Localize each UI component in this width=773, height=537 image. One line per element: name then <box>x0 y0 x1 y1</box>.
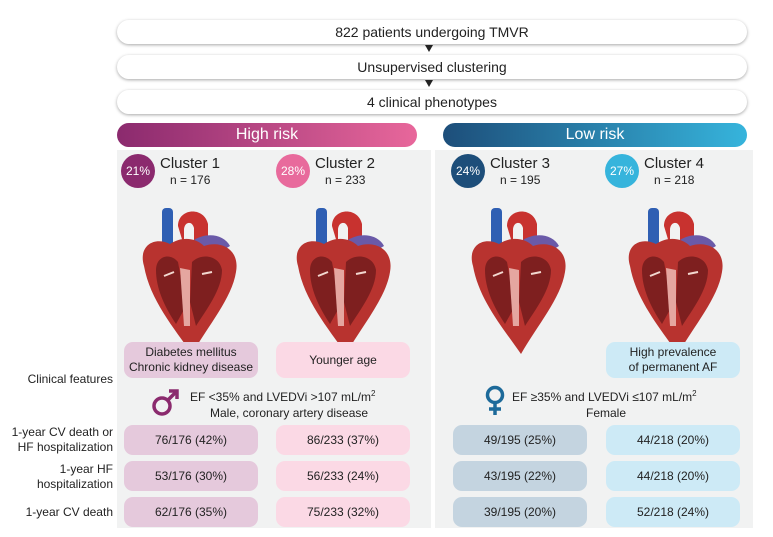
cluster-2-name: Cluster 2 <box>315 155 376 172</box>
cluster-3-name: Cluster 3 <box>490 155 551 172</box>
heart-illustration-cluster-3 <box>471 208 566 354</box>
low-risk-sup: 2 <box>692 389 697 398</box>
outcome-label-1-line2: HF hospitalization <box>17 440 113 454</box>
high-risk-sex-feature: Male, coronary artery disease <box>210 406 369 420</box>
cluster-3-percent-badge: 24% <box>451 154 485 188</box>
outcome-cell-r1-c4: 44/218 (20%) <box>606 425 740 455</box>
cluster-2-percent-badge: 28% <box>276 154 310 188</box>
cluster-1-feature-2: Chronic kidney disease <box>128 360 254 374</box>
outcome-cell-r3-c3: 39/195 (20%) <box>453 497 587 527</box>
cluster-4-name: Cluster 4 <box>644 155 705 172</box>
low-risk-bar: Low risk <box>443 123 747 147</box>
low-risk-features-text: EF ≥35% and LVEDVi ≤107 mL/m2 Female <box>512 386 697 421</box>
cluster-4-n: n = 218 <box>654 173 695 187</box>
cluster-2-features-pill: Younger age <box>276 342 410 378</box>
cluster-1-n: n = 176 <box>170 173 211 187</box>
outcome-label-1-line1: 1-year CV death or <box>11 425 113 439</box>
outcome-cell-r1-c3: 49/195 (25%) <box>453 425 587 455</box>
outcome-label-2-line1: 1-year HF <box>59 462 113 476</box>
panel-divider <box>431 148 435 530</box>
low-risk-sex-feature: Female <box>586 406 627 420</box>
cluster-1-name: Cluster 1 <box>160 155 221 172</box>
flow-step-clustering: Unsupervised clustering <box>117 55 747 79</box>
female-icon <box>485 385 505 415</box>
flow-arrow-2 <box>425 80 433 87</box>
cluster-2-n: n = 233 <box>325 173 366 187</box>
outcome-cell-r1-c1: 76/176 (42%) <box>124 425 258 455</box>
outcome-cell-r3-c4: 52/218 (24%) <box>606 497 740 527</box>
outcome-label-2-line2: hospitalization <box>36 477 113 491</box>
flow-step-phenotypes: 4 clinical phenotypes <box>117 90 747 114</box>
outcome-cell-r3-c2: 75/233 (32%) <box>276 497 410 527</box>
cluster-1-percent-badge: 21% <box>121 154 155 188</box>
heart-illustration-cluster-4 <box>628 208 723 354</box>
outcome-cell-r2-c2: 56/233 (24%) <box>276 461 410 491</box>
heart-illustration-cluster-1 <box>142 208 237 354</box>
outcome-cell-r2-c3: 43/195 (22%) <box>453 461 587 491</box>
flow-arrow-1 <box>425 45 433 52</box>
high-risk-bar: High risk <box>117 123 417 147</box>
heart-illustration-cluster-2 <box>296 208 391 354</box>
clinical-features-label: Clinical features <box>27 372 113 386</box>
male-icon <box>152 389 179 416</box>
high-risk-sup: 2 <box>371 389 376 398</box>
outcome-cell-r3-c1: 62/176 (35%) <box>124 497 258 527</box>
high-risk-features-text: EF <35% and LVEDVi >107 mL/m2 Male, coro… <box>190 386 375 421</box>
cluster-1-feature-1: Diabetes mellitus <box>145 345 237 359</box>
outcome-label-cv-death-or-hf: 1-year CV death or HF hospitalization <box>4 425 113 455</box>
outcome-label-cv-death: 1-year CV death <box>25 505 113 519</box>
outcome-cell-r1-c2: 86/233 (37%) <box>276 425 410 455</box>
flow-step-patients: 822 patients undergoing TMVR <box>117 20 747 44</box>
cluster-1-features-pill: Diabetes mellitus Chronic kidney disease <box>124 342 258 378</box>
outcome-cell-r2-c1: 53/176 (30%) <box>124 461 258 491</box>
cluster-4-features-pill: High prevalence of permanent AF <box>606 342 740 378</box>
cluster-4-percent-badge: 27% <box>605 154 639 188</box>
cluster-3-n: n = 195 <box>500 173 541 187</box>
cluster-4-feature-1: High prevalence <box>629 345 717 359</box>
outcome-label-hf-hospitalization: 1-year HF hospitalization <box>4 462 113 492</box>
cluster-4-feature-2: of permanent AF <box>628 360 718 374</box>
low-risk-ef-criteria: EF ≥35% and LVEDVi ≤107 mL/m <box>512 390 693 404</box>
high-risk-ef-criteria: EF <35% and LVEDVi >107 mL/m <box>190 390 371 404</box>
outcome-cell-r2-c4: 44/218 (20%) <box>606 461 740 491</box>
